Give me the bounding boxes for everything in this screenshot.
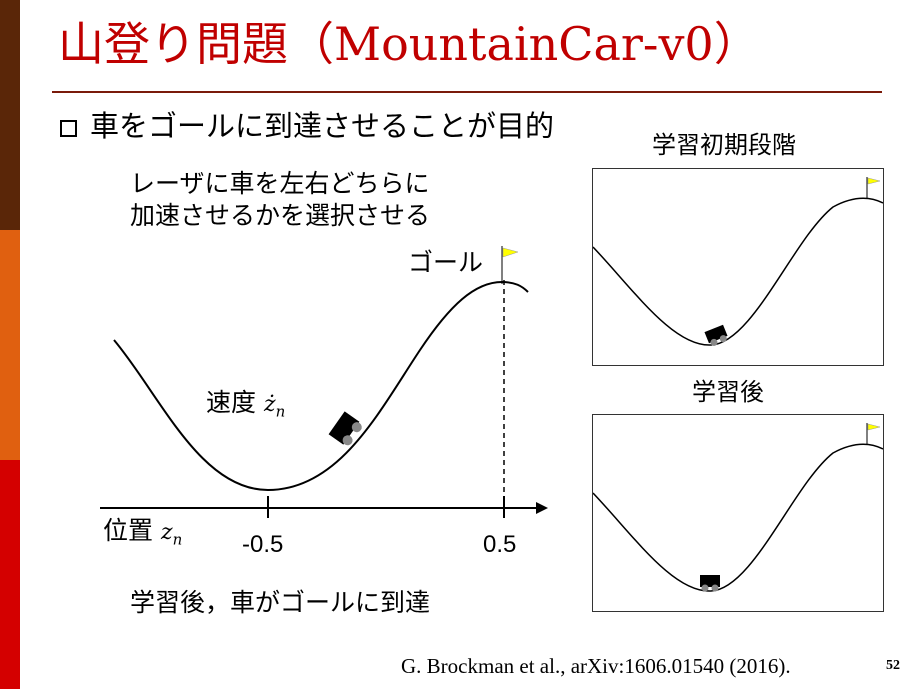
panel-late-car-icon	[700, 575, 720, 592]
position-text: 位置	[103, 516, 154, 545]
velocity-label: 速度 żn	[206, 388, 285, 426]
axis-arrow-icon	[536, 502, 548, 514]
velocity-text: 速度	[206, 388, 257, 417]
bullet-text: 車をゴールに到達させることが目的	[90, 109, 555, 143]
panel-early-car-icon	[704, 324, 728, 346]
result-caption: 学習後，車がゴールに到達	[130, 588, 431, 617]
mountain-curve	[113, 280, 529, 492]
velocity-symbol: żn	[263, 392, 286, 421]
position-subscript: n	[172, 530, 183, 549]
sidebar-band-top	[0, 0, 20, 230]
tick-right-label: 0.5	[483, 531, 517, 558]
citation: G. Brockman et al., arXiv:1606.01540 (20…	[401, 654, 791, 678]
note-line-1: レーザに車を左右どちらに	[130, 169, 430, 198]
title-divider	[52, 91, 882, 93]
position-label: 位置 zn	[103, 516, 182, 554]
panel-early-training	[592, 168, 884, 366]
panel-early-curve	[592, 197, 884, 346]
panel-early-plot	[592, 177, 884, 346]
velocity-var: ż	[263, 392, 276, 417]
position-var: z	[160, 520, 173, 545]
note-line-2: 加速させるかを選択させる	[130, 201, 431, 230]
panel-early-title: 学習初期段階	[652, 131, 796, 159]
panel-late-title: 学習後	[692, 378, 764, 406]
car-icon	[328, 411, 362, 446]
panel-late-curve	[592, 443, 884, 592]
sidebar-decoration	[0, 0, 20, 689]
slide-title: 山登り問題（MountainCar-v0）	[58, 17, 760, 71]
sidebar-band-bottom	[0, 460, 20, 689]
goal-flag-icon	[502, 247, 519, 258]
mountain-diagram	[100, 246, 548, 518]
velocity-subscript: n	[275, 402, 286, 421]
explanation-note: レーザに車を左右どちらに 加速させるかを選択させる	[130, 168, 430, 232]
position-symbol: zn	[160, 520, 183, 549]
sidebar-band-middle	[0, 230, 20, 460]
page-number: 52	[886, 658, 900, 673]
tick-left-label: -0.5	[242, 531, 284, 558]
panel-late-plot	[592, 423, 884, 592]
goal-label: ゴール	[408, 248, 484, 277]
panel-early-flag-icon	[867, 177, 881, 185]
panel-late-flag-icon	[867, 423, 881, 431]
bullet-square-icon	[60, 120, 77, 137]
panel-after-training	[592, 414, 884, 612]
